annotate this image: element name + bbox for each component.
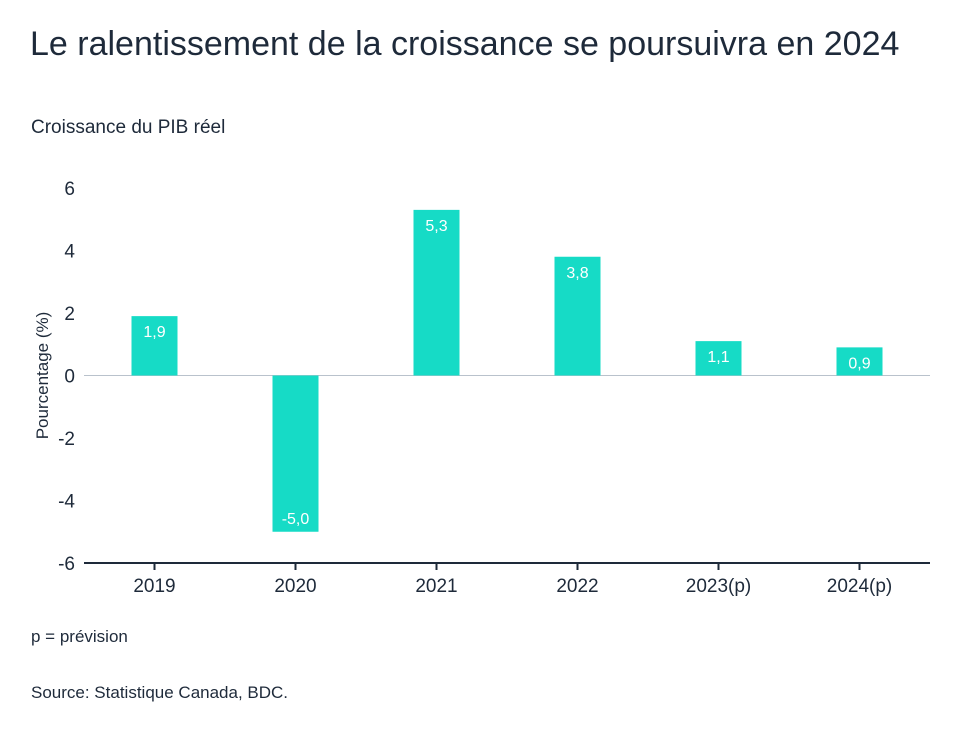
data-label: 0,9 <box>848 355 870 372</box>
y-axis-ticks: 6 4 2 0 -2 -4 -6 <box>58 179 75 575</box>
data-label: 1,1 <box>707 349 729 366</box>
bar-2021 <box>413 209 460 376</box>
x-tick-label: 2019 <box>133 576 175 597</box>
y-tick-label: -4 <box>58 492 75 513</box>
source-note: Source: Statistique Canada, BDC. <box>31 683 289 702</box>
bar-2019 <box>131 316 178 376</box>
x-tick-label: 2021 <box>415 576 457 597</box>
y-tick-label: 0 <box>64 367 75 388</box>
x-tick-label: 2022 <box>556 576 598 597</box>
data-label: -5,0 <box>282 511 310 528</box>
y-tick-label: -6 <box>58 554 75 575</box>
forecast-note: p = prévision <box>31 627 128 646</box>
x-axis-ticks: 2019 2020 2021 2022 2023(p) 2024(p) <box>133 563 892 597</box>
x-tick-label: 2023(p) <box>686 576 752 597</box>
chart-subtitle: Croissance du PIB réel <box>31 117 226 138</box>
data-label: 5,3 <box>425 218 447 235</box>
chart-title: Le ralentissement de la croissance se po… <box>30 25 900 63</box>
y-tick-label: 6 <box>64 179 75 200</box>
y-tick-label: 2 <box>64 304 75 325</box>
x-tick-label: 2020 <box>274 576 316 597</box>
y-tick-label: 4 <box>64 242 75 263</box>
bar-2020 <box>272 375 319 532</box>
bar-2024(p) <box>836 347 883 376</box>
data-label: 3,8 <box>566 265 588 282</box>
bars: 1,9 -5,0 5,3 3,8 1,1 0,9 <box>131 209 883 532</box>
data-label: 1,9 <box>143 324 165 341</box>
y-axis-label: Pourcentage (%) <box>33 312 52 440</box>
x-tick-label: 2024(p) <box>827 576 893 597</box>
y-tick-label: -2 <box>58 429 75 450</box>
bar-2023(p) <box>695 341 742 376</box>
bar-2022 <box>554 256 601 376</box>
